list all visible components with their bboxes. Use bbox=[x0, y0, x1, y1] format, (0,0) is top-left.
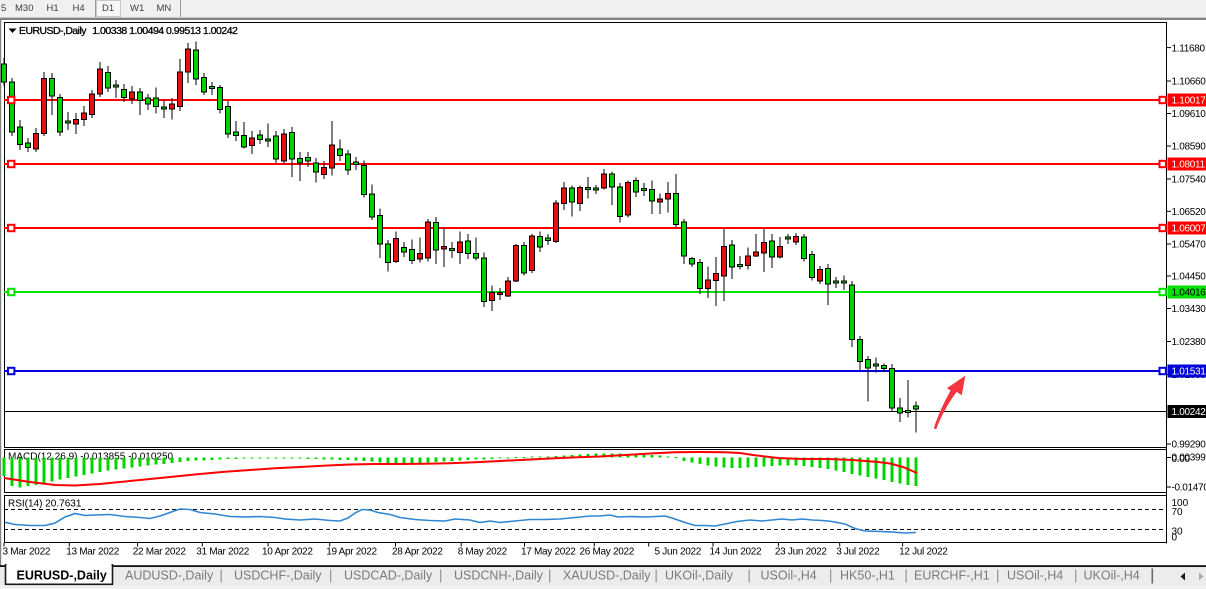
svg-text:100: 100 bbox=[1172, 498, 1189, 509]
svg-text:HK50-,H1: HK50-,H1 bbox=[840, 569, 895, 583]
svg-text:14 Jun 2022: 14 Jun 2022 bbox=[710, 547, 762, 558]
svg-text:8 May 2022: 8 May 2022 bbox=[458, 547, 508, 558]
svg-text:1.05470: 1.05470 bbox=[1172, 240, 1206, 251]
svg-text:UKOil-,H4: UKOil-,H4 bbox=[1084, 569, 1140, 583]
svg-text:30: 30 bbox=[1172, 526, 1184, 537]
svg-text:0.99290: 0.99290 bbox=[1172, 440, 1206, 451]
svg-text:5: 5 bbox=[1, 3, 6, 14]
svg-text:26 May 2022: 26 May 2022 bbox=[580, 547, 635, 558]
svg-text:28 Apr 2022: 28 Apr 2022 bbox=[392, 547, 443, 558]
svg-text:22 Mar 2022: 22 Mar 2022 bbox=[133, 547, 187, 558]
svg-text:UKOil-,Daily: UKOil-,Daily bbox=[665, 569, 734, 583]
svg-text:31 Mar 2022: 31 Mar 2022 bbox=[196, 547, 250, 558]
svg-text:0.00399: 0.00399 bbox=[1172, 452, 1206, 463]
svg-text:USOil-,H4: USOil-,H4 bbox=[761, 569, 817, 583]
svg-text:-0.01470: -0.01470 bbox=[1172, 483, 1206, 494]
svg-text:1.03430: 1.03430 bbox=[1172, 304, 1206, 315]
svg-text:H4: H4 bbox=[73, 3, 85, 14]
svg-text:19 Apr 2022: 19 Apr 2022 bbox=[326, 547, 377, 558]
svg-text:1.09610: 1.09610 bbox=[1172, 109, 1206, 120]
svg-text:1.00338 1.00494 0.99513 1.0024: 1.00338 1.00494 0.99513 1.00242 bbox=[92, 25, 238, 37]
svg-text:10 Apr 2022: 10 Apr 2022 bbox=[262, 547, 313, 558]
svg-text:EURCHF-,H1: EURCHF-,H1 bbox=[914, 569, 990, 583]
svg-text:M30: M30 bbox=[15, 3, 33, 14]
svg-text:1.10017: 1.10017 bbox=[1172, 96, 1206, 107]
svg-text:USOil-,H4: USOil-,H4 bbox=[1007, 569, 1063, 583]
svg-text:EURUSD-,Daily: EURUSD-,Daily bbox=[19, 25, 87, 37]
svg-text:1.00242: 1.00242 bbox=[1172, 407, 1206, 418]
svg-text:1.08011: 1.08011 bbox=[1172, 160, 1206, 171]
svg-text:W1: W1 bbox=[130, 3, 144, 14]
svg-text:USDCNH-,Daily: USDCNH-,Daily bbox=[454, 569, 544, 583]
svg-text:13 Mar 2022: 13 Mar 2022 bbox=[66, 547, 120, 558]
svg-text:3 Mar 2022: 3 Mar 2022 bbox=[3, 547, 51, 558]
svg-text:AUDUSD-,Daily: AUDUSD-,Daily bbox=[125, 569, 214, 583]
svg-text:EURUSD-,Daily: EURUSD-,Daily bbox=[17, 569, 107, 583]
svg-text:1.04016: 1.04016 bbox=[1172, 288, 1206, 299]
svg-text:1.04450: 1.04450 bbox=[1172, 272, 1206, 283]
svg-text:1.01531: 1.01531 bbox=[1172, 367, 1206, 378]
svg-text:5 Jun 2022: 5 Jun 2022 bbox=[655, 547, 702, 558]
svg-text:1.02380: 1.02380 bbox=[1172, 337, 1206, 348]
svg-text:1.06520: 1.06520 bbox=[1172, 207, 1206, 218]
svg-text:1.08590: 1.08590 bbox=[1172, 142, 1206, 153]
svg-text:MN: MN bbox=[157, 3, 172, 14]
svg-text:1.06007: 1.06007 bbox=[1172, 224, 1206, 235]
svg-text:0.00: 0.00 bbox=[1172, 454, 1191, 465]
svg-text:12 Jul 2022: 12 Jul 2022 bbox=[899, 547, 948, 558]
svg-text:MACD(12,26,9) -0.013855 -0.010: MACD(12,26,9) -0.013855 -0.010250 bbox=[8, 452, 174, 463]
svg-text:H1: H1 bbox=[47, 3, 59, 14]
svg-text:1.11680: 1.11680 bbox=[1172, 43, 1206, 54]
svg-text:70: 70 bbox=[1172, 507, 1184, 518]
svg-text:USDCAD-,Daily: USDCAD-,Daily bbox=[344, 569, 433, 583]
svg-text:23 Jun 2022: 23 Jun 2022 bbox=[775, 547, 827, 558]
svg-text:XAUUSD-,Daily: XAUUSD-,Daily bbox=[563, 569, 651, 583]
svg-text:3 Jul 2022: 3 Jul 2022 bbox=[836, 547, 880, 558]
svg-text:1.10660: 1.10660 bbox=[1172, 77, 1206, 88]
svg-text:RSI(14) 20.7631: RSI(14) 20.7631 bbox=[8, 499, 82, 510]
svg-text:17 May 2022: 17 May 2022 bbox=[521, 547, 576, 558]
svg-text:D1: D1 bbox=[102, 3, 114, 14]
svg-text:USDCHF-,Daily: USDCHF-,Daily bbox=[234, 569, 322, 583]
svg-text:1.07540: 1.07540 bbox=[1172, 175, 1206, 186]
svg-text:0: 0 bbox=[1172, 532, 1178, 543]
